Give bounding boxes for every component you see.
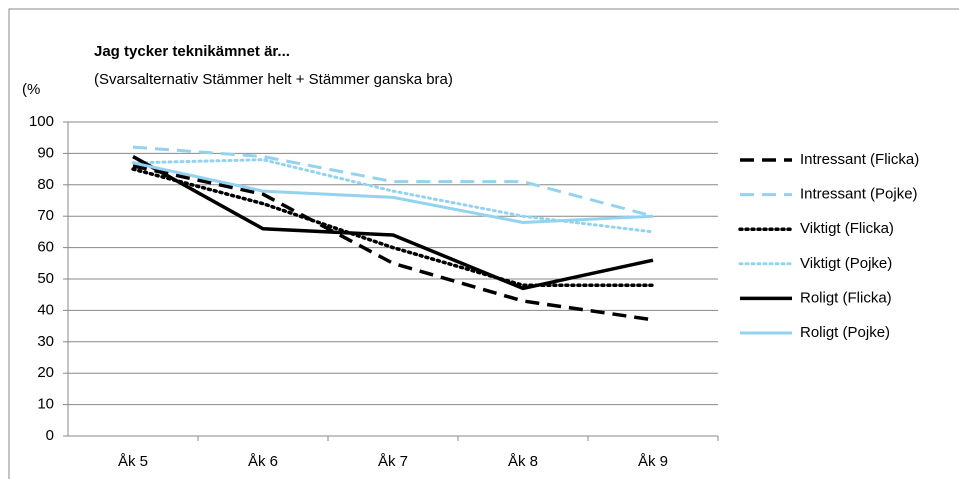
series-line: [132, 164, 654, 322]
legend-label: Viktigt (Flicka): [800, 220, 894, 237]
series-line: [131, 167, 655, 288]
y-tick-label: 50: [37, 270, 54, 287]
y-tick-label: 60: [37, 239, 54, 256]
y-tick-label: 20: [37, 364, 54, 381]
y-tick-label: 10: [37, 396, 54, 413]
legend-label: Intressant (Flicka): [800, 151, 919, 168]
x-tick-label: Åk 6: [248, 453, 278, 470]
y-tick-label: 80: [37, 176, 54, 193]
legend-label: Roligt (Flicka): [800, 289, 892, 306]
series-line: [132, 155, 654, 291]
legend-label: Viktigt (Pojke): [800, 255, 892, 272]
y-axis-label: (%: [22, 81, 40, 98]
series-line: [132, 161, 654, 224]
y-tick-label: 100: [29, 113, 54, 130]
y-tick-label: 30: [37, 333, 54, 350]
x-tick-label: Åk 7: [378, 453, 408, 470]
y-tick-label: 40: [37, 301, 54, 318]
legend-label: Intressant (Pojke): [800, 186, 918, 203]
x-tick-label: Åk 9: [638, 453, 668, 470]
frame: [8, 8, 959, 479]
x-tick-label: Åk 5: [118, 453, 148, 470]
y-tick-label: 90: [37, 144, 54, 161]
chart-subtitle: (Svarsalternativ Stämmer helt + Stämmer …: [94, 71, 453, 88]
y-tick-label: 70: [37, 207, 54, 224]
legend-label: Roligt (Pojke): [800, 324, 890, 341]
chart-title: Jag tycker teknikämnet är...: [94, 43, 290, 60]
x-tick-label: Åk 8: [508, 453, 538, 470]
y-tick-label: 0: [46, 427, 54, 444]
